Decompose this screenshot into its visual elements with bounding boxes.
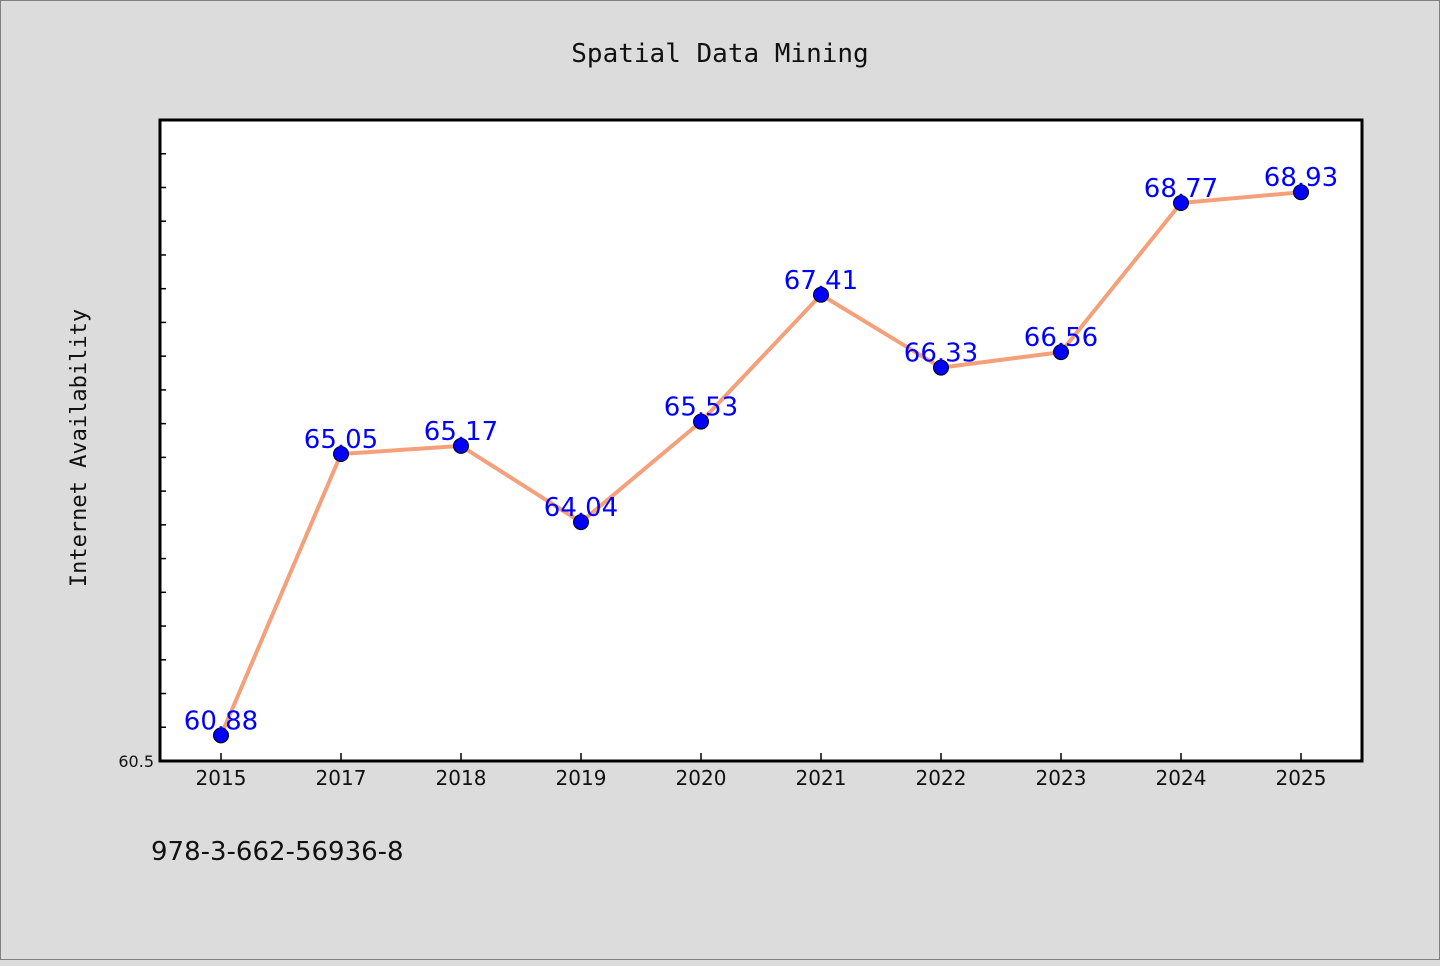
x-tick-label: 2025 bbox=[1276, 766, 1327, 790]
data-label: 66.56 bbox=[1024, 323, 1098, 353]
data-label: 60.88 bbox=[184, 706, 258, 736]
data-point bbox=[693, 413, 709, 430]
x-tick-label: 2021 bbox=[796, 766, 847, 790]
x-tick-label: 2019 bbox=[556, 766, 607, 790]
data-point bbox=[1293, 184, 1309, 201]
chart-title: Spatial Data Mining bbox=[571, 39, 868, 69]
data-point bbox=[813, 286, 829, 303]
x-tick-label: 2018 bbox=[436, 766, 487, 790]
x-tick-label: 2015 bbox=[196, 766, 247, 790]
data-point bbox=[1053, 344, 1069, 361]
data-labels: 60.88 65.05 65.17 64.04 65.53 67.41 66.33 66.56… bbox=[184, 163, 1338, 736]
data-point bbox=[933, 359, 949, 376]
data-label: 64.04 bbox=[544, 493, 618, 523]
series-line bbox=[219, 190, 1303, 738]
y-axis-label: Internet Availability bbox=[67, 309, 92, 587]
data-label: 68.93 bbox=[1264, 163, 1338, 193]
x-tick-label: 2023 bbox=[1036, 766, 1087, 790]
y-axis-ticks: 60.5 bbox=[118, 119, 166, 771]
x-tick-label: 2024 bbox=[1156, 766, 1207, 790]
x-tick-label: 2022 bbox=[916, 766, 967, 790]
data-label: 65.05 bbox=[304, 425, 378, 455]
x-tick-label: 2020 bbox=[676, 766, 727, 790]
data-label: 67.41 bbox=[784, 266, 858, 296]
data-point bbox=[333, 445, 349, 462]
data-label: 66.33 bbox=[904, 339, 978, 369]
data-label: 68.77 bbox=[1144, 174, 1218, 204]
y-tick-label: 60.5 bbox=[118, 752, 154, 771]
data-point bbox=[453, 437, 469, 454]
series-layer bbox=[213, 184, 1309, 744]
x-axis-ticks: 2015 2017 2018 2019 2020 2021 2022 2023 2024 2025 bbox=[196, 753, 1327, 790]
data-label: 65.17 bbox=[424, 417, 498, 447]
x-tick-label: 2017 bbox=[316, 766, 367, 790]
data-label: 65.53 bbox=[664, 393, 738, 423]
data-point bbox=[213, 727, 229, 744]
data-point bbox=[1173, 194, 1189, 211]
isbn-caption: 978-3-662-56936-8 bbox=[151, 837, 404, 867]
data-point bbox=[573, 514, 589, 531]
